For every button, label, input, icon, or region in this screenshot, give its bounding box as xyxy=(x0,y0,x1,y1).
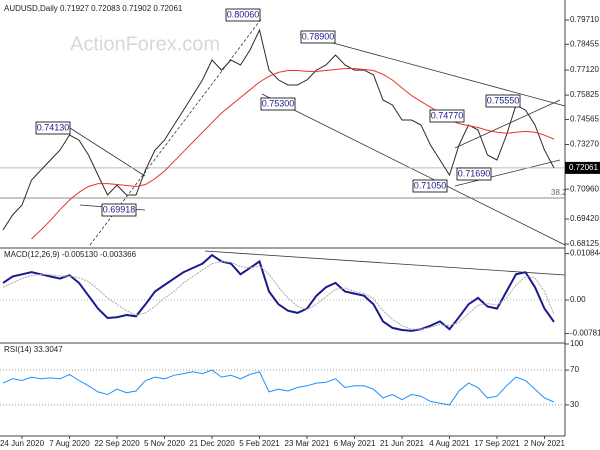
annotation: 0.78900 xyxy=(302,31,335,41)
chart-title: AUDUSD,Daily 0.71927 0.72083 0.71902 0.7… xyxy=(4,4,183,13)
annotation-box xyxy=(101,203,137,217)
y-tick-label: -0.007819 xyxy=(570,329,600,338)
x-tick-label: 24 Jun 2020 xyxy=(0,439,45,448)
fib-label: 38.2 xyxy=(551,188,567,197)
annotation: 0.71050 xyxy=(414,180,447,190)
series-line xyxy=(2,369,555,406)
x-tick-label: 4 Aug 2021 xyxy=(429,439,470,448)
trendline xyxy=(261,93,566,246)
y-tick-label: 0.70960 xyxy=(570,184,599,193)
series-line xyxy=(2,260,555,330)
x-tick-label: 21 Jun 2021 xyxy=(380,439,425,448)
annotation-box xyxy=(225,8,261,22)
x-tick-label: 6 May 2021 xyxy=(334,439,376,448)
y-tick-label: 0.010844 xyxy=(570,249,600,258)
y-tick-label: 0.73270 xyxy=(570,140,599,149)
x-tick-label: 21 Dec 2020 xyxy=(189,439,235,448)
y-tick-label: 70 xyxy=(570,365,579,374)
y-tick-label: 0.79710 xyxy=(570,15,599,24)
last-price-label: 0.72061 xyxy=(569,163,598,172)
annotation: 0.75550 xyxy=(487,95,520,105)
annotation: 0.74770 xyxy=(431,110,464,120)
series-line xyxy=(31,68,555,240)
x-tick-label: 23 Mar 2021 xyxy=(285,439,330,448)
annotation-box xyxy=(35,121,71,135)
x-tick-label: 5 Nov 2020 xyxy=(144,439,185,448)
x-tick-label: 7 Aug 2020 xyxy=(49,439,90,448)
y-tick-label: 30 xyxy=(570,400,579,409)
y-tick-label: 100 xyxy=(570,339,584,348)
y-tick-label: 0.68125 xyxy=(570,239,599,248)
series-line xyxy=(2,253,555,332)
trendline xyxy=(454,99,561,149)
trendline xyxy=(454,159,561,187)
annotation: 0.69918 xyxy=(103,204,136,214)
y-tick-label: 0.75825 xyxy=(570,90,599,99)
annotation-box xyxy=(429,109,465,123)
x-tick-label: 17 Sep 2021 xyxy=(474,439,520,448)
annotation-box xyxy=(456,167,492,181)
macd-title: MACD(12,26,9) -0.005130 -0.003366 xyxy=(4,250,137,259)
macd-trendline xyxy=(204,250,566,276)
annotation-box xyxy=(485,94,521,108)
trendline xyxy=(299,33,566,107)
last-price-box xyxy=(565,161,600,174)
annotation-box xyxy=(260,97,296,111)
x-tick-label: 5 Feb 2021 xyxy=(239,439,280,448)
rsi-title: RSI(14) 33.3047 xyxy=(4,345,63,354)
annotation: 0.71690 xyxy=(458,168,491,178)
trendlines xyxy=(0,17,566,276)
x-tick-label: 22 Sep 2020 xyxy=(94,439,140,448)
annotation: 0.74130 xyxy=(37,122,70,132)
annotation: 0.75300 xyxy=(262,98,295,108)
y-tick-label: 0.77120 xyxy=(570,65,599,74)
y-tick-label: 0.74565 xyxy=(570,115,599,124)
y-tick-label: 0.78455 xyxy=(570,39,599,48)
annotation-box xyxy=(300,30,336,44)
annotation: 0.80060 xyxy=(227,9,260,19)
x-tick-label: 2 Nov 2021 xyxy=(524,439,565,448)
watermark: ActionForex.com xyxy=(70,33,220,55)
annotation-box xyxy=(412,179,448,193)
y-tick-label: 0.00 xyxy=(570,295,586,304)
series-line xyxy=(2,28,555,231)
y-tick-label: 0.69420 xyxy=(570,214,599,223)
